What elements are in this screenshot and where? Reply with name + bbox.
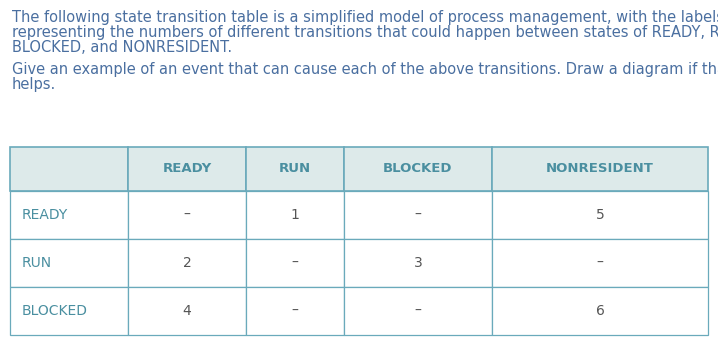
Text: BLOCKED, and NONRESIDENT.: BLOCKED, and NONRESIDENT. bbox=[12, 40, 232, 55]
Bar bbox=[128, 287, 246, 335]
Text: RUN: RUN bbox=[279, 162, 311, 176]
Bar bbox=[344, 191, 492, 239]
Text: BLOCKED: BLOCKED bbox=[22, 304, 88, 318]
Bar bbox=[492, 191, 708, 239]
Text: READY: READY bbox=[162, 162, 212, 176]
Bar bbox=[344, 147, 492, 191]
Text: NONRESIDENT: NONRESIDENT bbox=[546, 162, 654, 176]
Bar bbox=[128, 147, 246, 191]
Bar bbox=[344, 239, 492, 287]
Text: –: – bbox=[414, 304, 421, 318]
Bar bbox=[10, 239, 128, 287]
Bar bbox=[492, 287, 708, 335]
Text: –: – bbox=[292, 304, 299, 318]
Bar bbox=[492, 239, 708, 287]
Text: 2: 2 bbox=[182, 256, 192, 270]
Text: 6: 6 bbox=[595, 304, 605, 318]
Bar bbox=[246, 287, 344, 335]
Bar bbox=[492, 147, 708, 191]
Bar bbox=[128, 191, 246, 239]
Text: The following state transition table is a simplified model of process management: The following state transition table is … bbox=[12, 10, 718, 25]
Text: 1: 1 bbox=[291, 208, 299, 222]
Bar bbox=[10, 287, 128, 335]
Text: representing the numbers of different transitions that could happen between stat: representing the numbers of different tr… bbox=[12, 25, 718, 40]
Bar bbox=[344, 287, 492, 335]
Bar bbox=[128, 239, 246, 287]
Bar bbox=[246, 147, 344, 191]
Text: helps.: helps. bbox=[12, 77, 56, 92]
Bar bbox=[10, 147, 128, 191]
Bar bbox=[246, 239, 344, 287]
Text: 3: 3 bbox=[414, 256, 422, 270]
Text: 4: 4 bbox=[182, 304, 192, 318]
Text: –: – bbox=[414, 208, 421, 222]
Text: 5: 5 bbox=[596, 208, 605, 222]
Text: Give an example of an event that can cause each of the above transitions. Draw a: Give an example of an event that can cau… bbox=[12, 62, 718, 77]
Text: –: – bbox=[292, 256, 299, 270]
Bar bbox=[246, 191, 344, 239]
Text: READY: READY bbox=[22, 208, 68, 222]
Text: –: – bbox=[597, 256, 603, 270]
Text: BLOCKED: BLOCKED bbox=[383, 162, 453, 176]
Text: –: – bbox=[184, 208, 190, 222]
Bar bbox=[10, 191, 128, 239]
Text: RUN: RUN bbox=[22, 256, 52, 270]
